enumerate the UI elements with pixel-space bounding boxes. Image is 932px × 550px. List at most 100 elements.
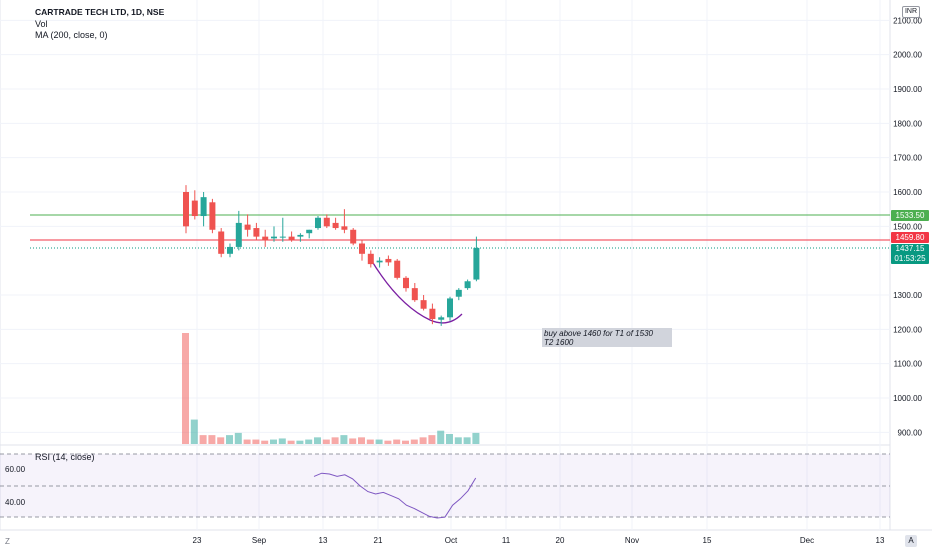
volume-bar	[322, 439, 330, 444]
time-tick-label: 15	[703, 536, 712, 545]
time-tick-label: Oct	[445, 536, 458, 545]
candle-body	[297, 234, 304, 237]
text-note[interactable]: buy above 1460 for T1 of 1530 T2 1600	[542, 328, 672, 347]
candle-body	[376, 260, 383, 263]
price-tick-label: 1500.00	[893, 222, 922, 231]
candle-body	[227, 246, 233, 254]
volume-bar	[208, 435, 216, 444]
candlesticks	[183, 185, 480, 326]
price-tick-label: 1600.00	[893, 188, 922, 197]
candle-body	[209, 202, 216, 230]
zoom-button[interactable]: Z	[5, 537, 10, 546]
volume-bar	[190, 419, 198, 444]
volume-bar	[287, 440, 295, 444]
candle-body	[315, 217, 321, 229]
last-price: 1437.15	[895, 244, 925, 253]
grid-lines	[0, 0, 890, 530]
price-tick-label: 1900.00	[893, 85, 922, 94]
candle-body	[403, 277, 409, 289]
red-line-price-tag: 1459.80	[891, 232, 929, 243]
last-price-tag: 1437.15 01:53:25	[891, 244, 929, 264]
candle-body	[394, 260, 401, 278]
drawn-curve[interactable]	[369, 257, 463, 324]
candle-body	[183, 192, 189, 227]
candle-body	[420, 300, 427, 309]
time-tick-label: 23	[193, 536, 202, 545]
candle-body	[367, 253, 374, 265]
price-tick-label: 1300.00	[893, 291, 922, 300]
symbol-title[interactable]: CARTRADE TECH LTD, 1D, NSE	[35, 7, 165, 17]
price-tick-label: 1800.00	[893, 119, 922, 128]
volume-bar	[305, 439, 313, 444]
price-tick-label: 2100.00	[893, 16, 922, 25]
volume-bar	[234, 432, 242, 444]
green-line-price-tag: 1533.50	[891, 210, 929, 221]
auto-scale-button[interactable]: A	[905, 535, 917, 547]
volume-bar	[199, 435, 207, 444]
volume-bar	[419, 437, 427, 444]
text-note-line-1: buy above 1460 for T1 of 1530	[544, 329, 653, 338]
candle-body	[429, 308, 436, 320]
volume-bar	[393, 439, 401, 444]
volume-bar	[437, 430, 445, 444]
volume-bar	[331, 437, 339, 444]
bar-countdown: 01:53:25	[894, 254, 926, 263]
volume-bar	[463, 437, 471, 444]
volume-bar	[358, 437, 365, 444]
volume-bar	[182, 333, 189, 444]
time-tick-label: 20	[556, 536, 565, 545]
candle-body	[341, 226, 348, 230]
candle-body	[306, 229, 313, 234]
candle-body	[279, 236, 286, 238]
candle-body	[464, 281, 471, 289]
candle-body	[262, 236, 269, 241]
text-note-line-2: T2 1600	[544, 338, 574, 347]
volume-bar	[261, 440, 269, 444]
volume-bar	[314, 437, 321, 444]
ma-legend[interactable]: MA (200, close, 0)	[35, 30, 108, 40]
candle-body	[288, 236, 295, 241]
time-tick-label: 13	[319, 536, 328, 545]
rsi-series	[313, 472, 477, 519]
volume-legend[interactable]: Vol	[35, 19, 48, 29]
time-axis[interactable]: 23 Sep 13 21 Oct 11 20 Nov 15 Dec 13	[193, 536, 885, 545]
volume-bar	[296, 440, 304, 444]
rsi-axis: 60.00 40.00	[5, 465, 26, 507]
candle-body	[473, 247, 480, 280]
volume-bar	[349, 438, 357, 444]
time-tick-label: 11	[502, 536, 511, 545]
time-tick-label: Sep	[252, 536, 267, 545]
cup-curve	[369, 257, 463, 324]
candle-body	[447, 298, 453, 318]
candle-body	[359, 243, 365, 254]
price-tick-label: 900.00	[898, 428, 923, 437]
price-tick-label: 1200.00	[893, 325, 922, 334]
volume-bar	[446, 434, 453, 444]
volume-bar	[366, 439, 374, 444]
time-tick-label: 21	[374, 536, 383, 545]
volume-bar	[270, 439, 277, 444]
volume-bar	[252, 439, 260, 444]
candle-body	[271, 236, 277, 239]
rsi-line	[313, 472, 477, 519]
volume-bar	[278, 438, 286, 444]
rsi-legend[interactable]: RSI (14, close)	[35, 452, 95, 462]
horizontal-lines[interactable]	[30, 214, 890, 249]
candle-body	[350, 229, 357, 244]
volume-bar	[472, 432, 480, 444]
candle-body	[323, 217, 330, 227]
currency-button[interactable]: INR	[902, 6, 920, 18]
volume-bar	[217, 437, 225, 444]
time-tick-label: 13	[876, 536, 885, 545]
volume-bar	[340, 435, 348, 444]
candle-body	[191, 200, 198, 217]
price-tick-label: 2000.00	[893, 51, 922, 60]
price-axis[interactable]: 2100.00 2000.00 1900.00 1800.00 1700.00 1600.…	[893, 16, 922, 437]
volume-bars	[182, 333, 480, 444]
volume-bar	[410, 439, 418, 444]
rsi-band	[0, 453, 890, 518]
price-tick-label: 1000.00	[893, 394, 922, 403]
price-tick-label: 1700.00	[893, 154, 922, 163]
